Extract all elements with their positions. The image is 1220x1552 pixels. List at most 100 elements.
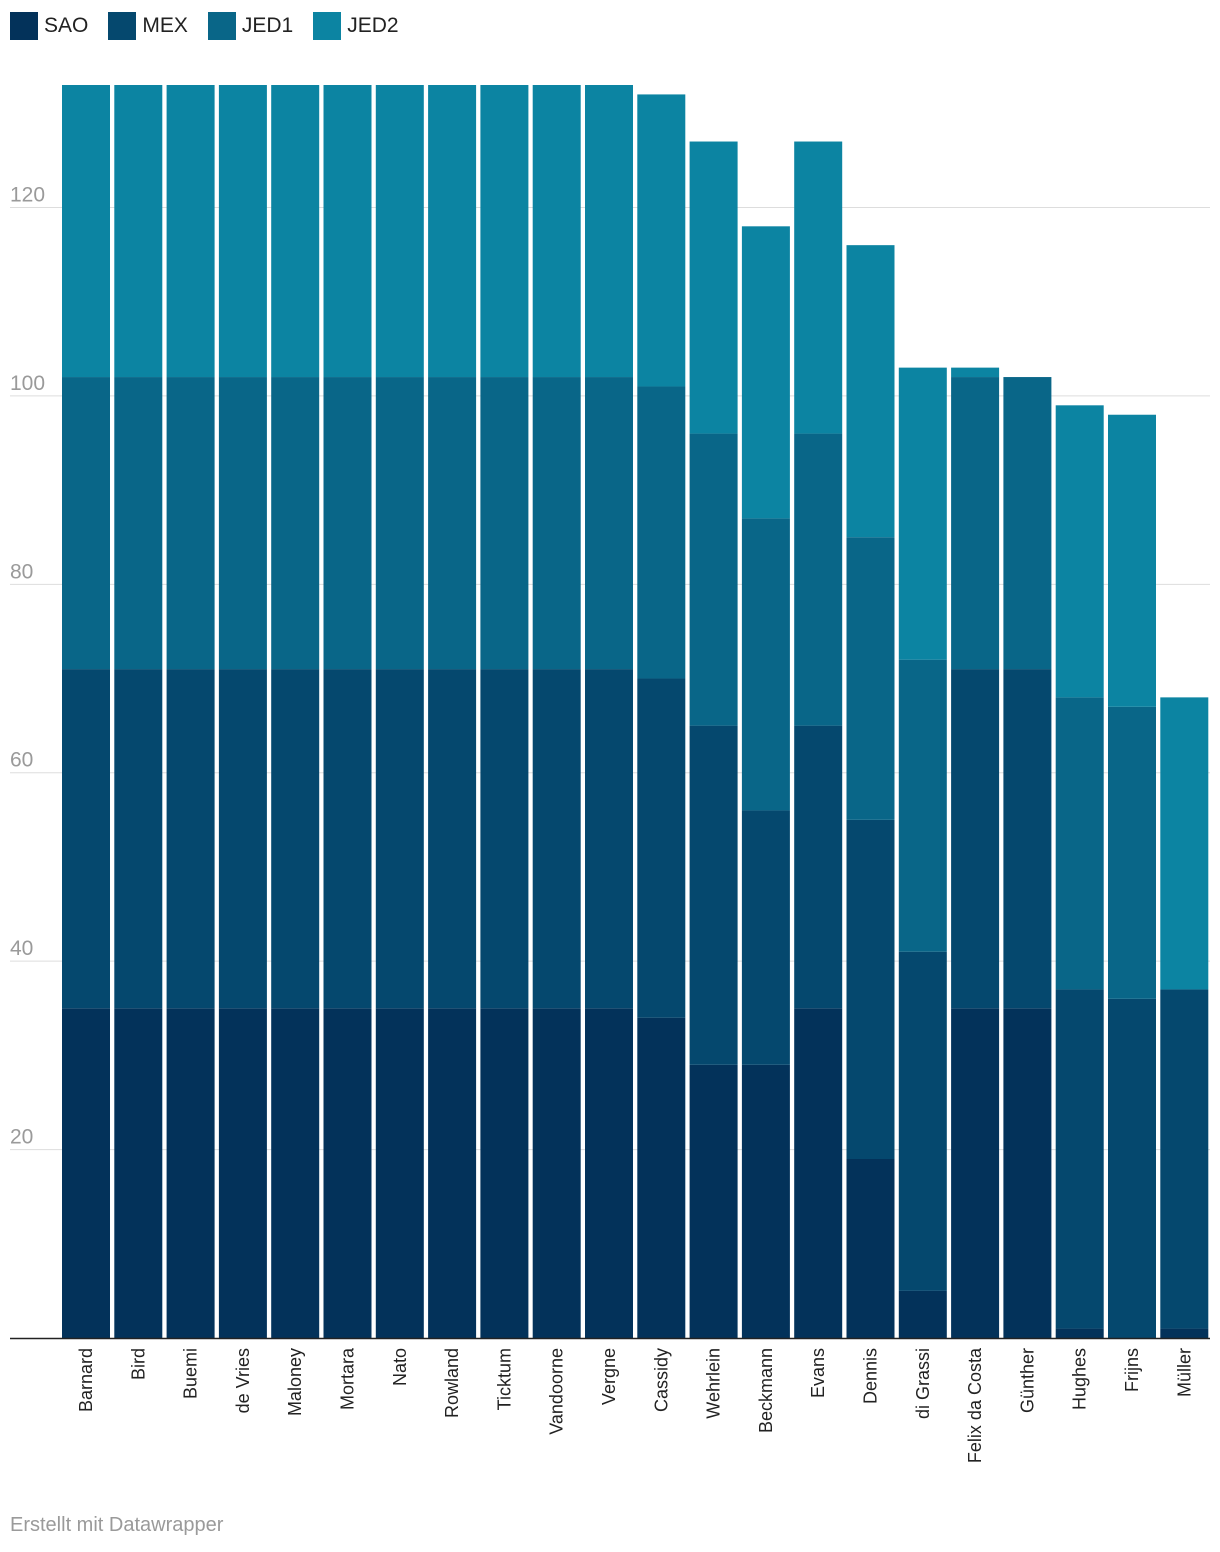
bar-segment-jed2 bbox=[898, 367, 947, 660]
x-tick-label: Cassidy bbox=[651, 1348, 671, 1412]
legend-swatch-mex bbox=[108, 12, 137, 40]
bar-segment-sao bbox=[218, 1008, 267, 1338]
x-tick-label: Ticktum bbox=[494, 1348, 514, 1410]
x-tick-label: Beckmann bbox=[756, 1348, 776, 1433]
y-tick-label: 120 bbox=[10, 183, 45, 206]
x-tick-label: di Grassi bbox=[913, 1348, 933, 1419]
bar-segment-mex bbox=[1055, 989, 1104, 1329]
bar-segment-mex bbox=[741, 810, 790, 1065]
bar-segment-jed2 bbox=[1108, 414, 1156, 707]
bar-segment-mex bbox=[794, 725, 843, 1009]
bar-segment-jed2 bbox=[585, 85, 633, 378]
x-tick-label: Müller bbox=[1174, 1348, 1194, 1397]
x-tick-label: Nato bbox=[390, 1348, 410, 1386]
bar-segment-sao bbox=[1003, 1008, 1052, 1338]
legend-label-sao: SAO bbox=[44, 14, 89, 37]
bar-segment-sao bbox=[480, 1008, 529, 1338]
bar-segment-jed1 bbox=[62, 377, 110, 670]
bar-segment-jed1 bbox=[637, 386, 686, 679]
bar-segment-jed1 bbox=[114, 377, 163, 670]
bar-segment-sao bbox=[375, 1008, 424, 1338]
legend-item-jed1: JED1 bbox=[207, 12, 293, 40]
legend: SAO MEX JED1 JED2 bbox=[10, 12, 399, 40]
bar-segment-jed2 bbox=[166, 85, 215, 378]
bar-segment-jed1 bbox=[794, 433, 843, 726]
bar-segment-mex bbox=[1160, 989, 1209, 1329]
legend-item-sao: SAO bbox=[10, 12, 88, 40]
x-tick-label: Vergne bbox=[599, 1348, 619, 1405]
footer-credit: Erstellt mit Datawrapper bbox=[10, 1514, 224, 1536]
bar-segment-sao bbox=[428, 1008, 477, 1338]
bar-segment-sao bbox=[323, 1008, 372, 1338]
bar-segment-jed2 bbox=[271, 85, 320, 378]
x-tick-label: Bird bbox=[128, 1348, 148, 1380]
y-tick-label: 60 bbox=[10, 749, 33, 772]
bar-segment-mex bbox=[585, 669, 633, 1009]
bar-segment-sao bbox=[1055, 1328, 1104, 1338]
bar-segment-jed2 bbox=[62, 85, 110, 378]
bar-segment-sao bbox=[794, 1008, 843, 1338]
bar-segment-sao bbox=[898, 1290, 947, 1338]
bar-segment-jed1 bbox=[532, 377, 581, 670]
bar-segment-jed2 bbox=[375, 85, 424, 378]
x-tick-label: de Vries bbox=[233, 1348, 253, 1413]
bar-segment-jed1 bbox=[375, 377, 424, 670]
x-tick-label: Buemi bbox=[181, 1348, 201, 1399]
bar-segment-sao bbox=[741, 1064, 790, 1338]
bar-segment-mex bbox=[637, 678, 686, 1018]
bar-segment-jed2 bbox=[689, 141, 738, 434]
x-tick-label: Frijns bbox=[1122, 1348, 1142, 1392]
bar-segment-mex bbox=[271, 669, 320, 1009]
bar-segment-mex bbox=[375, 669, 424, 1009]
bar-segment-jed1 bbox=[218, 377, 267, 670]
bar-segment-mex bbox=[323, 669, 372, 1009]
legend-item-jed2: JED2 bbox=[313, 12, 399, 40]
x-tick-label: Hughes bbox=[1070, 1348, 1090, 1410]
x-tick-label: Vandoorne bbox=[547, 1348, 567, 1435]
bar-segment-jed2 bbox=[480, 85, 529, 378]
y-tick-label: 40 bbox=[10, 937, 33, 960]
bar-segment-jed2 bbox=[428, 85, 477, 378]
bar-segment-mex bbox=[1003, 669, 1052, 1009]
y-tick-label: 80 bbox=[10, 560, 33, 583]
bar-segment-sao bbox=[62, 1008, 110, 1338]
bar-segment-mex bbox=[62, 669, 110, 1009]
bar-segment-jed1 bbox=[689, 433, 738, 726]
bar-segment-jed1 bbox=[1108, 706, 1156, 999]
bar-segment-mex bbox=[898, 951, 947, 1291]
x-tick-label: Dennis bbox=[861, 1348, 881, 1404]
bar-segment-jed1 bbox=[898, 659, 947, 952]
bar-segment-jed1 bbox=[1055, 697, 1104, 990]
bar-segment-sao bbox=[1160, 1328, 1209, 1338]
bar-segment-jed2 bbox=[741, 226, 790, 519]
bar-segment-jed2 bbox=[951, 367, 1000, 378]
x-tick-label: Günther bbox=[1017, 1348, 1037, 1413]
legend-label-jed2: JED2 bbox=[347, 14, 399, 37]
bar-segment-jed2 bbox=[637, 94, 686, 387]
x-tick-label: Felix da Costa bbox=[965, 1347, 985, 1463]
bar-segment-sao bbox=[271, 1008, 320, 1338]
bar-segment-jed1 bbox=[585, 377, 633, 670]
y-tick-label: 100 bbox=[10, 372, 45, 395]
bar-segment-jed2 bbox=[323, 85, 372, 378]
bar-segment-jed1 bbox=[166, 377, 215, 670]
bar-segment-mex bbox=[166, 669, 215, 1009]
x-tick-label: Evans bbox=[808, 1348, 828, 1398]
x-tick-label: Maloney bbox=[285, 1348, 305, 1416]
bar-segment-jed1 bbox=[951, 377, 1000, 670]
legend-label-mex: MEX bbox=[142, 14, 188, 37]
legend-item-mex: MEX bbox=[108, 12, 188, 40]
bar-segment-jed2 bbox=[114, 85, 163, 378]
bar-segment-jed1 bbox=[480, 377, 529, 670]
bar-segment-mex bbox=[480, 669, 529, 1009]
bar-segment-sao bbox=[585, 1008, 633, 1338]
bar-segment-jed2 bbox=[1055, 405, 1104, 698]
legend-swatch-jed1 bbox=[207, 12, 236, 40]
legend-swatch-sao bbox=[10, 12, 38, 40]
bar-segment-sao bbox=[114, 1008, 163, 1338]
bar-segment-mex bbox=[218, 669, 267, 1009]
y-tick-label: 20 bbox=[10, 1126, 33, 1149]
x-tick-label: Wehrlein bbox=[704, 1348, 724, 1419]
bar-segment-mex bbox=[428, 669, 477, 1009]
